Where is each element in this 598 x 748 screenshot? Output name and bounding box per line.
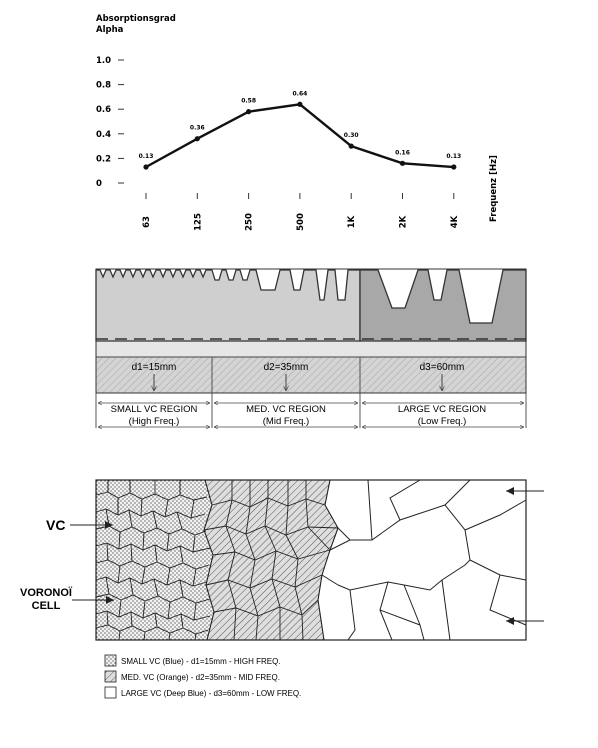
depth-label-d2: d2=35mm <box>264 362 309 373</box>
cross-section-diagram: d1=15mm d2=35mm d3=60mm SMALL VC REGION … <box>95 268 527 428</box>
zone-small-cells <box>96 480 214 640</box>
region-large-label: LARGE VC REGION <box>398 404 486 415</box>
voronoi-cell-label-1: VORONOÏ <box>20 586 73 599</box>
y-tick-label: 0.6 <box>96 105 111 115</box>
data-value-label: 0.30 <box>344 132 359 139</box>
data-value-label: 0.13 <box>446 153 461 160</box>
x-axis-ticks: 63 125 250 500 1K 2K 4K <box>142 193 460 231</box>
small-cell-mesh <box>95 480 211 641</box>
hatched-strip <box>95 356 527 394</box>
data-point <box>451 164 457 170</box>
legend: SMALL VC (Blue) - d1=15mm - HIGH FREQ. M… <box>104 654 301 699</box>
y-tick-label: 1.0 <box>96 56 111 66</box>
chart-title: Absorptionsgrad <box>96 14 176 24</box>
absorption-chart: Absorptionsgrad Alpha 0 0.2 0.4 0.6 0.8 1.0 6… <box>96 14 499 231</box>
voronoi-cell-label-2: CELL <box>32 600 61 612</box>
data-point <box>348 143 354 149</box>
legend-item-large: LARGE VC (Deep Blue) - d3=60mm - LOW FRE… <box>121 689 301 698</box>
x-tick-label: 250 <box>245 213 255 231</box>
legend-item-medium: MED. VC (Orange) - d2=35mm - MID FREQ. <box>121 673 280 682</box>
section-outline <box>95 268 527 394</box>
legend-swatch-medium <box>104 670 117 683</box>
voronoi-frame <box>95 479 527 641</box>
profile-large <box>359 269 527 342</box>
data-point <box>194 136 200 142</box>
region-medium-label: MED. VC REGION <box>246 404 326 415</box>
boundary-small-medium <box>203 479 215 641</box>
y-tick-label: 0.2 <box>96 154 111 164</box>
depth-label-d3: d3=60mm <box>420 362 465 373</box>
data-points <box>143 101 457 170</box>
x-tick-label: 2K <box>399 215 409 228</box>
legend-item-small: SMALL VC (Blue) - d1=15mm - HIGH FREQ. <box>121 657 281 666</box>
base-layer <box>95 340 527 358</box>
legend-swatch-small <box>104 654 117 667</box>
data-value-label: 0.16 <box>395 149 410 156</box>
region-small-label: SMALL VC REGION <box>111 404 198 415</box>
x-tick-label: 4K <box>450 215 460 228</box>
data-point <box>246 109 252 115</box>
data-value-label: 0.36 <box>190 125 205 132</box>
x-tick-label: 125 <box>193 213 203 231</box>
data-point <box>399 160 406 166</box>
data-point <box>143 164 149 170</box>
y-axis-ticks: 0 0.2 0.4 0.6 0.8 1.0 <box>96 56 124 189</box>
data-value-label: 0.58 <box>241 98 256 105</box>
data-point <box>297 101 303 107</box>
profile-small-medium <box>95 269 361 342</box>
x-tick-label: 500 <box>296 213 306 231</box>
data-value-label: 0.64 <box>292 90 307 97</box>
legend-swatch-large <box>104 686 117 699</box>
large-cell-mesh <box>321 479 527 641</box>
region-medium-sub: (Mid Freq.) <box>263 416 309 427</box>
region-large-sub: (Low Freq.) <box>418 416 467 427</box>
y-tick-label: 0.8 <box>96 81 111 91</box>
medium-cell-mesh <box>203 480 339 641</box>
depth-label-d1: d1=15mm <box>132 362 177 373</box>
vc-label: VC <box>46 517 65 533</box>
chart-subtitle: Alpha <box>96 25 124 35</box>
voronoi-diagram: VC VORONOÏ CELL <box>20 479 544 641</box>
y-tick-label: 0 <box>96 179 102 189</box>
x-axis-label: Frequenz [Hz] <box>489 155 499 222</box>
y-tick-label: 0.4 <box>96 130 111 140</box>
series-line <box>145 103 454 169</box>
data-value-label: 0.13 <box>139 153 154 160</box>
zone-medium-cells <box>204 480 338 640</box>
x-tick-label: 1K <box>347 215 357 228</box>
x-tick-label: 63 <box>142 216 152 228</box>
data-labels: 0.13 0.36 0.58 0.64 0.30 0.16 0.13 <box>139 90 462 160</box>
region-small-sub: (High Freq.) <box>129 416 180 427</box>
